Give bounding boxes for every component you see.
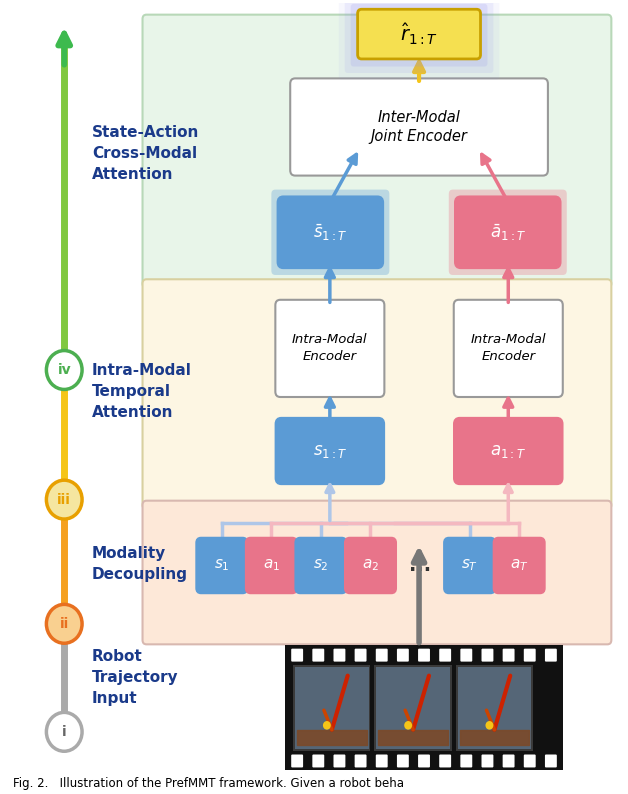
Text: i: i — [62, 725, 67, 739]
FancyBboxPatch shape — [545, 754, 557, 768]
FancyBboxPatch shape — [418, 754, 430, 768]
FancyBboxPatch shape — [271, 190, 389, 275]
FancyBboxPatch shape — [502, 754, 514, 768]
Text: $a_T$: $a_T$ — [510, 557, 528, 573]
Text: $\bar{a}_{1:T}$: $\bar{a}_{1:T}$ — [490, 222, 526, 243]
FancyBboxPatch shape — [346, 538, 395, 592]
FancyBboxPatch shape — [247, 538, 296, 592]
FancyBboxPatch shape — [350, 4, 487, 67]
FancyBboxPatch shape — [449, 190, 566, 275]
FancyBboxPatch shape — [290, 79, 548, 175]
Text: Intra-Modal
Temporal
Attention: Intra-Modal Temporal Attention — [92, 363, 192, 420]
FancyBboxPatch shape — [338, 0, 499, 79]
FancyBboxPatch shape — [439, 754, 451, 768]
FancyBboxPatch shape — [482, 754, 494, 768]
Text: $s_T$: $s_T$ — [461, 557, 478, 573]
FancyBboxPatch shape — [278, 197, 382, 268]
Text: Intra-Modal
Encoder: Intra-Modal Encoder — [470, 333, 546, 364]
FancyBboxPatch shape — [276, 418, 383, 484]
FancyBboxPatch shape — [494, 538, 544, 592]
Circle shape — [46, 351, 82, 389]
FancyBboxPatch shape — [293, 665, 371, 751]
FancyBboxPatch shape — [295, 667, 369, 749]
Text: $s_2$: $s_2$ — [313, 557, 328, 573]
Circle shape — [485, 721, 494, 730]
FancyBboxPatch shape — [275, 300, 384, 397]
Text: $a_2$: $a_2$ — [362, 557, 379, 573]
FancyBboxPatch shape — [197, 538, 247, 592]
Text: $\bar{s}_{1:T}$: $\bar{s}_{1:T}$ — [313, 222, 347, 243]
Circle shape — [46, 604, 82, 643]
FancyBboxPatch shape — [455, 418, 562, 484]
FancyBboxPatch shape — [291, 754, 303, 768]
Text: iii: iii — [57, 492, 71, 507]
FancyBboxPatch shape — [524, 649, 536, 661]
Text: Modality
Decoupling: Modality Decoupling — [92, 546, 188, 583]
FancyBboxPatch shape — [143, 501, 611, 645]
FancyBboxPatch shape — [456, 665, 533, 751]
Text: Fig. 2.   Illustration of the PrefMMT framework. Given a robot beha: Fig. 2. Illustration of the PrefMMT fram… — [13, 777, 404, 790]
FancyBboxPatch shape — [545, 649, 557, 661]
Circle shape — [404, 721, 412, 730]
Text: Robot
Trajectory
Input: Robot Trajectory Input — [92, 649, 178, 707]
FancyBboxPatch shape — [454, 300, 563, 397]
FancyBboxPatch shape — [285, 646, 563, 769]
Text: $s_1$: $s_1$ — [214, 557, 230, 573]
FancyBboxPatch shape — [397, 754, 409, 768]
FancyBboxPatch shape — [524, 754, 536, 768]
Circle shape — [46, 712, 82, 751]
FancyBboxPatch shape — [458, 667, 531, 749]
FancyBboxPatch shape — [374, 665, 452, 751]
FancyBboxPatch shape — [456, 197, 560, 268]
FancyBboxPatch shape — [291, 649, 303, 661]
FancyBboxPatch shape — [355, 649, 367, 661]
FancyBboxPatch shape — [376, 754, 387, 768]
Text: State-Action
Cross-Modal
Attention: State-Action Cross-Modal Attention — [92, 125, 199, 183]
FancyBboxPatch shape — [482, 649, 494, 661]
FancyBboxPatch shape — [143, 279, 611, 509]
FancyBboxPatch shape — [333, 649, 345, 661]
Text: $s_{1:T}$: $s_{1:T}$ — [313, 442, 347, 460]
Circle shape — [323, 721, 331, 730]
FancyBboxPatch shape — [445, 538, 494, 592]
FancyBboxPatch shape — [333, 754, 345, 768]
FancyBboxPatch shape — [397, 649, 409, 661]
Circle shape — [46, 480, 82, 519]
FancyBboxPatch shape — [460, 649, 472, 661]
Text: $\hat{r}_{1:T}$: $\hat{r}_{1:T}$ — [400, 21, 438, 47]
FancyBboxPatch shape — [296, 538, 346, 592]
FancyBboxPatch shape — [355, 754, 367, 768]
FancyBboxPatch shape — [312, 649, 324, 661]
Text: iv: iv — [57, 363, 71, 377]
FancyBboxPatch shape — [502, 649, 514, 661]
Text: Inter-Modal
Joint Encoder: Inter-Modal Joint Encoder — [371, 110, 467, 145]
FancyBboxPatch shape — [345, 0, 494, 73]
Text: ii: ii — [60, 617, 69, 630]
FancyBboxPatch shape — [439, 649, 451, 661]
FancyBboxPatch shape — [312, 754, 324, 768]
Text: ...: ... — [409, 556, 431, 575]
FancyBboxPatch shape — [271, 190, 389, 275]
FancyBboxPatch shape — [376, 667, 450, 749]
FancyBboxPatch shape — [449, 190, 566, 275]
FancyBboxPatch shape — [376, 649, 387, 661]
FancyBboxPatch shape — [460, 754, 472, 768]
FancyBboxPatch shape — [418, 649, 430, 661]
Text: $a_1$: $a_1$ — [263, 557, 280, 573]
FancyBboxPatch shape — [143, 14, 611, 288]
FancyBboxPatch shape — [357, 10, 480, 59]
Text: Intra-Modal
Encoder: Intra-Modal Encoder — [292, 333, 367, 364]
Text: $a_{1:T}$: $a_{1:T}$ — [490, 442, 526, 460]
